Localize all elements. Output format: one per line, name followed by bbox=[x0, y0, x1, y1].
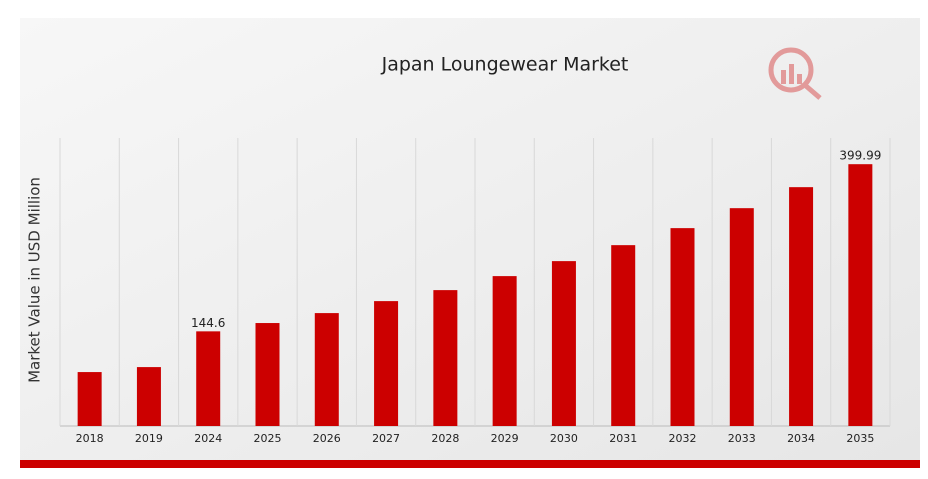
bar bbox=[551, 261, 576, 426]
x-tick-label: 2034 bbox=[787, 432, 815, 445]
bar bbox=[670, 228, 695, 426]
y-axis-label: Market Value in USD Million bbox=[26, 177, 44, 383]
panel bbox=[20, 18, 920, 462]
logo bbox=[768, 47, 822, 100]
x-tick-label: 2024 bbox=[194, 432, 222, 445]
x-tick-label: 2033 bbox=[728, 432, 756, 445]
x-tick-label: 2026 bbox=[313, 432, 341, 445]
x-tick-label: 2031 bbox=[609, 432, 637, 445]
bar bbox=[136, 367, 161, 426]
x-tick-label: 2035 bbox=[846, 432, 874, 445]
x-tick-label: 2019 bbox=[135, 432, 163, 445]
footer-bar bbox=[20, 460, 920, 468]
x-tick-label: 2025 bbox=[254, 432, 282, 445]
bar bbox=[374, 301, 399, 426]
bar bbox=[433, 290, 458, 426]
value-label: 399.99 bbox=[839, 149, 881, 163]
bar bbox=[255, 323, 280, 426]
bar bbox=[611, 245, 636, 426]
value-label: 144.6 bbox=[191, 316, 225, 330]
x-tick-label: 2028 bbox=[431, 432, 459, 445]
x-tick-label: 2030 bbox=[550, 432, 578, 445]
bar bbox=[196, 331, 221, 426]
x-tick-label: 2027 bbox=[372, 432, 400, 445]
chart-title: Japan Loungewear Market bbox=[381, 54, 629, 76]
bar bbox=[729, 208, 754, 426]
bar bbox=[848, 164, 873, 427]
x-tick-label: 2018 bbox=[76, 432, 104, 445]
bar bbox=[492, 276, 517, 426]
bar bbox=[314, 313, 339, 426]
x-tick-label: 2029 bbox=[491, 432, 519, 445]
bar bbox=[789, 187, 814, 426]
x-tick-label: 2032 bbox=[669, 432, 697, 445]
bar bbox=[77, 372, 102, 426]
